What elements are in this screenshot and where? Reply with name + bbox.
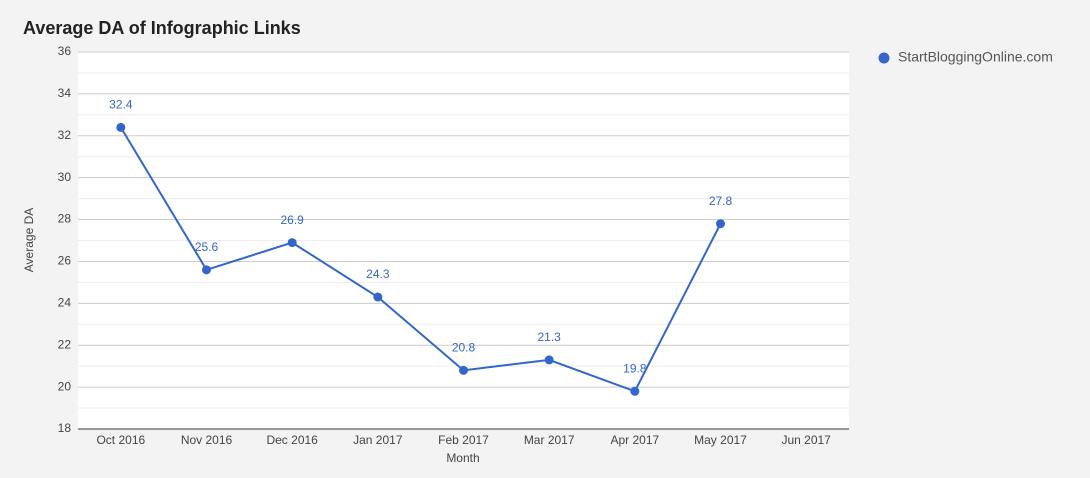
y-tick-label: 28 [58, 212, 72, 226]
point [716, 219, 725, 229]
data-label: 27.8 [709, 194, 733, 208]
y-tick-label: 34 [58, 86, 72, 100]
x-tick-label: May 2017 [694, 433, 747, 447]
x-tick-label: Feb 2017 [438, 433, 489, 447]
point [373, 292, 383, 302]
x-tick-label: Apr 2017 [610, 433, 659, 447]
data-label: 21.3 [537, 330, 561, 344]
x-axis-label: Month [446, 451, 479, 465]
y-tick-label: 24 [58, 296, 72, 310]
y-tick-label: 30 [58, 170, 72, 184]
data-label: 26.9 [280, 213, 304, 227]
data-label: 24.3 [366, 267, 390, 281]
x-tick-label: Mar 2017 [524, 433, 575, 447]
chart-title: Average DA of Infographic Links [23, 18, 301, 38]
y-axis-label: Average DA [22, 208, 36, 272]
point [630, 386, 640, 396]
data-label: 20.8 [452, 341, 476, 355]
legend-label: StartBloggingOnline.com [898, 49, 1053, 65]
y-tick-label: 36 [58, 44, 72, 58]
y-tick-label: 18 [58, 421, 72, 435]
y-tick-label: 26 [58, 254, 72, 268]
x-tick-label: Jan 2017 [353, 433, 403, 447]
point [202, 265, 211, 275]
x-tick-label: Nov 2016 [181, 433, 233, 447]
y-tick-label: 20 [58, 379, 72, 393]
data-label: 19.8 [623, 361, 647, 375]
y-tick-label: 22 [58, 337, 72, 351]
y-tick-label: 32 [58, 128, 72, 142]
legend-marker [878, 52, 890, 64]
point [287, 238, 297, 248]
point [116, 122, 126, 132]
line [119, 126, 722, 393]
x-tick-label: Jun 2017 [781, 433, 831, 447]
point [459, 365, 468, 375]
x-tick-label: Oct 2016 [96, 433, 145, 447]
point [544, 355, 554, 365]
data-label: 32.4 [109, 98, 133, 112]
x-tick-label: Dec 2016 [266, 433, 318, 447]
data-label: 25.6 [195, 240, 219, 254]
